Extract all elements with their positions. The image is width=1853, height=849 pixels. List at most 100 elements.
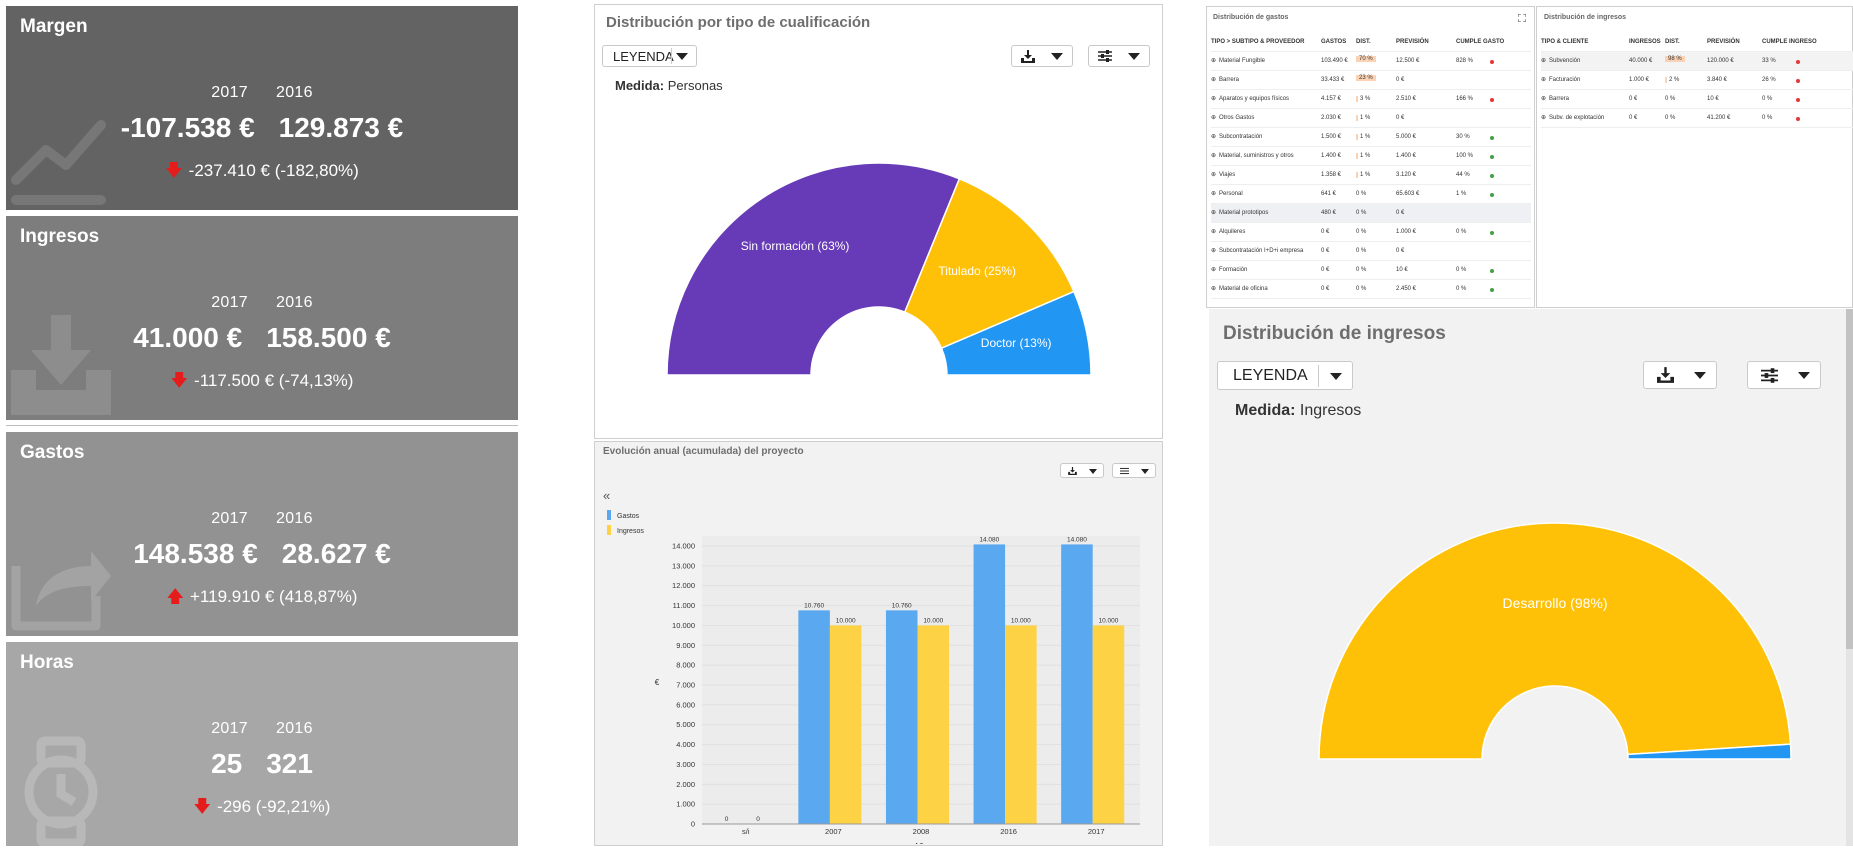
expand-row-icon[interactable]: ⊕ [1541, 96, 1547, 102]
legend-item[interactable]: Ingresos [617, 528, 644, 535]
table-row[interactable]: ⊕ Material, suministros y otros 1.400 € 1 %… [1211, 147, 1531, 166]
qualification-slice[interactable] [940, 290, 1092, 376]
column-header[interactable]: CUMPLE GASTO [1456, 39, 1505, 45]
income-slice[interactable] [1318, 522, 1792, 760]
legend-button[interactable]: LEYENDA [1217, 361, 1353, 390]
column-header[interactable]: DIST. [1356, 39, 1371, 45]
legend-item[interactable]: Gastos [617, 513, 640, 520]
cell-cumple: 0 % [1456, 229, 1467, 235]
delta-percent: (-92,21%) [255, 797, 331, 816]
expand-row-icon[interactable]: ⊕ [1541, 58, 1547, 64]
expand-row-icon[interactable]: ⊕ [1211, 248, 1217, 254]
settings-button[interactable] [1112, 463, 1156, 478]
table-row[interactable]: ⊕ Material prototipos 480 € 0 % 0 € [1211, 204, 1531, 223]
table-row[interactable]: ⊕ Formación 0 € 0 % 10 € 0 % [1211, 261, 1531, 280]
bar-ingresos[interactable] [1092, 625, 1125, 824]
column-header[interactable]: DIST. [1665, 39, 1680, 45]
download-button[interactable] [1643, 361, 1717, 389]
settings-button[interactable] [1088, 45, 1150, 67]
table-row[interactable]: ⊕ Subv. de explotación 0 € 0 % 41.200 € 0 % [1541, 109, 1853, 128]
income-slice[interactable] [1627, 743, 1792, 760]
y-axis-label: € [655, 678, 660, 687]
scrollbar[interactable] [1846, 309, 1853, 846]
expand-row-icon[interactable]: ⊕ [1211, 267, 1217, 273]
status-dot [1490, 269, 1494, 273]
download-icon [1068, 467, 1077, 475]
kpi-card-horas[interactable]: Horas 2017 2016 25 321 🡇 -296 (-92,21%) [6, 642, 518, 846]
expand-row-icon[interactable]: ⊕ [1211, 96, 1217, 102]
expand-row-icon[interactable]: ⊕ [1211, 115, 1217, 121]
bar-ingresos[interactable] [917, 625, 950, 824]
column-header[interactable]: PREVISIÓN [1396, 39, 1429, 45]
delta-value: -237.410 € [188, 161, 270, 180]
download-button[interactable] [1011, 45, 1073, 67]
legend-button[interactable]: LEYENDA [602, 45, 697, 67]
table-row[interactable]: ⊕ Viajes 1.358 € 1 % 3.120 € 44 % [1211, 166, 1531, 185]
expand-row-icon[interactable]: ⊕ [1211, 153, 1217, 159]
scrollbar-thumb[interactable] [1846, 309, 1853, 649]
expand-row-icon[interactable]: ⊕ [1211, 210, 1217, 216]
income-panel: Distribución de ingresos LEYENDA Medida:… [1209, 309, 1853, 846]
table-row[interactable]: ⊕ Otros Gastos 2.030 € 1 % 0 € [1211, 109, 1531, 128]
expand-icon[interactable] [1518, 14, 1526, 22]
cell-dist: 0 % [1356, 248, 1367, 254]
table-row[interactable]: ⊕ Personal 641 € 0 % 65.603 € 1 % [1211, 185, 1531, 204]
table-row[interactable]: ⊕ Subvención 40.000 € 98 % 120.000 € 33 % [1541, 52, 1853, 71]
expand-row-icon[interactable]: ⊕ [1211, 134, 1217, 140]
column-header[interactable]: PREVISIÓN [1707, 39, 1740, 45]
column-header[interactable]: TIPO > SUBTIPO & PROVEEDOR [1211, 39, 1305, 45]
download-button[interactable] [1060, 463, 1104, 478]
bar-ingresos[interactable] [829, 625, 862, 824]
column-header[interactable]: GASTOS [1321, 39, 1347, 45]
table-row[interactable]: ⊕ Material Fungible 103.490 € 70 % 12.500 € 8… [1211, 52, 1531, 71]
cell-dist: 0 % [1356, 191, 1367, 197]
qualification-slice[interactable] [666, 162, 961, 376]
column-header[interactable]: TIPO & CLIENTE [1541, 39, 1589, 45]
value-previous: 129.873 € [278, 112, 404, 143]
bar-gastos[interactable] [885, 610, 918, 824]
expand-row-icon[interactable]: ⊕ [1211, 77, 1217, 83]
table-row[interactable]: ⊕ Material de oficina 0 € 0 % 2.450 € 0 % [1211, 280, 1531, 299]
settings-button[interactable] [1747, 361, 1821, 389]
bar-ingresos[interactable] [1005, 625, 1037, 824]
table-row[interactable]: ⊕ Facturación 1.000 € 2 % 3.840 € 26 % [1541, 71, 1853, 90]
collapse-legend-button[interactable]: « [603, 488, 611, 503]
kpi-title: Horas [20, 652, 74, 673]
expand-row-icon[interactable]: ⊕ [1211, 286, 1217, 292]
legend-button-label: LEYENDA [1233, 366, 1308, 384]
table-row[interactable]: ⊕ Subcontratación 1.500 € 1 % 5.000 € 30 % [1211, 128, 1531, 147]
cell-ingresos: 40.000 € [1629, 58, 1653, 64]
bar-gastos[interactable] [973, 544, 1006, 824]
column-header[interactable]: INGRESOS [1629, 39, 1661, 45]
table-row[interactable]: ⊕ Aparatos y equipos físicos 4.157 € 3 % 2.5… [1211, 90, 1531, 109]
delta-value: -117.500 € [194, 371, 275, 390]
chevron-down-icon [1089, 469, 1097, 474]
expand-row-icon[interactable]: ⊕ [1211, 191, 1217, 197]
kpi-card-margen[interactable]: Margen 2017 2016 -107.538 € 129.873 € 🡇 -23… [6, 6, 518, 210]
table-title: Distribución de ingresos [1544, 14, 1627, 21]
bar-gastos[interactable] [798, 610, 830, 824]
kpi-card-gastos[interactable]: Gastos 2017 2016 148.538 € 28.627 € 🡅 +119.… [6, 432, 518, 636]
income-slice-label: Desarrollo (98%) [1502, 595, 1607, 611]
year-previous: 2016 [276, 294, 313, 311]
cell-dist: 0 % [1665, 96, 1676, 102]
cell-name: Material Fungible [1219, 58, 1266, 64]
cell-prev: 65.603 € [1396, 191, 1420, 197]
qualification-slice[interactable] [903, 177, 1075, 350]
expand-row-icon[interactable]: ⊕ [1541, 115, 1547, 121]
table-row[interactable]: ⊕ Barrera 33.433 € 23 % 0 € [1211, 71, 1531, 90]
expand-row-icon[interactable]: ⊕ [1211, 229, 1217, 235]
value-previous: 158.500 € [266, 322, 391, 353]
expand-row-icon[interactable]: ⊕ [1541, 77, 1547, 83]
expand-row-icon[interactable]: ⊕ [1211, 58, 1217, 64]
table-row[interactable]: ⊕ Barrera 0 € 0 % 10 € 0 % [1541, 90, 1853, 109]
y-tick-label: 9.000 [676, 641, 695, 650]
column-header[interactable]: CUMPLE INGRESO [1762, 39, 1817, 45]
cell-cumple: 30 % [1456, 134, 1470, 140]
kpi-card-ingresos[interactable]: Ingresos 2017 2016 41.000 € 158.500 € 🡇 -11… [6, 216, 518, 420]
income-table: TIPO & CLIENTE INGRESOS DIST. PREVISIÓN CUMP… [1541, 33, 1853, 128]
expand-row-icon[interactable]: ⊕ [1211, 172, 1217, 178]
table-row[interactable]: ⊕ Subcontratación I+D+i empresa 0 € 0 % 0 € [1211, 242, 1531, 261]
table-row[interactable]: ⊕ Alquileres 0 € 0 % 1.000 € 0 % [1211, 223, 1531, 242]
bar-gastos[interactable] [1061, 544, 1093, 824]
